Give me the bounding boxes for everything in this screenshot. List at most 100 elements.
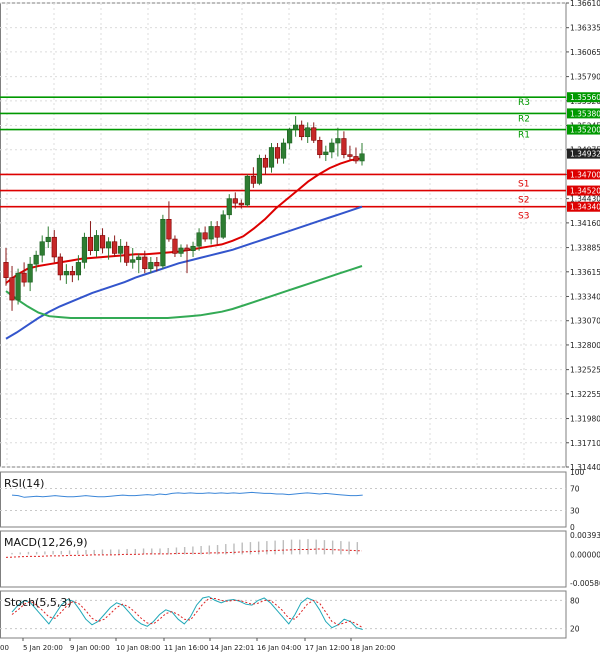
candle-body-28 bbox=[172, 238, 178, 254]
rsi-scale-label-2: 30 bbox=[570, 507, 580, 516]
current-price-label: 1.34932 bbox=[570, 150, 600, 159]
candle-body-45 bbox=[274, 147, 281, 159]
level-tag-label-r2: 1.35380 bbox=[570, 109, 600, 118]
level-tag-s3 bbox=[567, 201, 600, 212]
level-tag-r3 bbox=[567, 92, 600, 103]
x-label-partial: 00 bbox=[0, 644, 9, 652]
level-tag-r2 bbox=[567, 108, 600, 119]
candle-body-24 bbox=[148, 262, 154, 269]
candle-body-44 bbox=[268, 147, 275, 168]
level-tag-label-s1: 1.34700 bbox=[570, 170, 600, 179]
macd-signal-line bbox=[5, 548, 363, 558]
stoch-main-line bbox=[11, 596, 363, 630]
level-name-r2: R2 bbox=[518, 114, 530, 124]
candle-body-26 bbox=[160, 218, 166, 267]
candle-body-41 bbox=[250, 175, 256, 184]
stoch-label: Stoch(5,5,3) bbox=[4, 596, 72, 609]
rsi-line bbox=[11, 491, 363, 498]
moving-average-1 bbox=[5, 205, 363, 340]
candle-body-57 bbox=[347, 154, 353, 157]
stoch-signal-line bbox=[11, 598, 363, 629]
y-tick-label-12: 1.33340 bbox=[570, 292, 600, 301]
level-name-s2: S2 bbox=[518, 196, 529, 206]
candle-body-33 bbox=[202, 232, 208, 240]
candle-body-49 bbox=[299, 124, 305, 138]
candle-body-3 bbox=[21, 272, 27, 283]
candle-body-58 bbox=[353, 156, 359, 162]
candle-body-15 bbox=[93, 235, 100, 252]
candle-body-32 bbox=[196, 232, 202, 247]
candle-body-12 bbox=[75, 262, 82, 276]
y-tick-label-3: 1.35790 bbox=[570, 73, 600, 82]
candle-body-37 bbox=[226, 198, 232, 216]
x-label-2: 10 Jan 08:00 bbox=[116, 644, 160, 652]
y-tick-label-1: 1.36335 bbox=[570, 24, 600, 33]
y-tick-label-15: 1.32525 bbox=[570, 366, 600, 375]
rsi-scale-label-1: 70 bbox=[570, 485, 580, 494]
candle-body-10 bbox=[63, 271, 69, 276]
candle-body-46 bbox=[280, 142, 287, 159]
candle-body-35 bbox=[214, 226, 220, 238]
candle-body-53 bbox=[323, 151, 329, 155]
current-price-tag bbox=[567, 148, 600, 159]
candle-body-22 bbox=[136, 256, 142, 260]
stoch-scale-label-0: 80 bbox=[570, 596, 580, 605]
candle-body-36 bbox=[220, 214, 226, 238]
rsi-scale-label-0: 100 bbox=[570, 468, 585, 477]
candle-body-8 bbox=[51, 236, 57, 258]
candle-body-40 bbox=[244, 175, 250, 206]
candle-body-54 bbox=[329, 142, 335, 153]
x-label-1: 9 Jan 00:00 bbox=[70, 644, 110, 652]
panel-frame-3 bbox=[0, 590, 567, 639]
candle-body-5 bbox=[33, 254, 39, 265]
rsi-label: RSI(14) bbox=[4, 477, 44, 490]
candle-body-11 bbox=[69, 271, 75, 276]
macd-scale-label-2: -0.005803 bbox=[570, 579, 600, 588]
candle-body-25 bbox=[154, 262, 160, 267]
y-tick-label-16: 1.32255 bbox=[570, 390, 600, 399]
moving-average-0 bbox=[5, 157, 363, 284]
candle-body-4 bbox=[27, 263, 33, 283]
candle-body-27 bbox=[166, 218, 172, 240]
candle-body-2 bbox=[15, 272, 21, 301]
y-tick-label-11: 1.33615 bbox=[570, 268, 600, 277]
level-tag-s2 bbox=[567, 185, 600, 196]
candle-body-14 bbox=[87, 236, 94, 252]
stoch-scale-label-1: 20 bbox=[570, 625, 580, 634]
y-tick-label-8: 1.34430 bbox=[570, 195, 600, 204]
macd-scale-label-1: 0.000000 bbox=[570, 550, 600, 559]
level-name-r1: R1 bbox=[518, 131, 530, 141]
candle-body-43 bbox=[262, 157, 269, 168]
candle-body-7 bbox=[45, 236, 51, 243]
y-tick-label-9: 1.34160 bbox=[570, 219, 600, 228]
candle-body-19 bbox=[118, 245, 124, 254]
candle-body-16 bbox=[99, 235, 106, 249]
candle-body-30 bbox=[184, 247, 190, 252]
y-tick-label-10: 1.33885 bbox=[570, 244, 600, 253]
panel-frame-0 bbox=[0, 2, 567, 468]
x-label-0: 5 Jan 20:00 bbox=[23, 644, 63, 652]
level-tag-label-s2: 1.34520 bbox=[570, 187, 600, 196]
candle-body-17 bbox=[105, 241, 112, 249]
rsi-scale-label-3: 0 bbox=[570, 523, 575, 532]
candle-body-38 bbox=[232, 198, 238, 204]
candle-body-42 bbox=[256, 157, 263, 184]
candle-body-50 bbox=[305, 127, 311, 138]
y-tick-label-14: 1.32800 bbox=[570, 341, 600, 350]
candle-body-21 bbox=[130, 259, 136, 263]
candle-body-56 bbox=[341, 138, 347, 155]
candle-body-47 bbox=[286, 129, 293, 144]
candle-body-1 bbox=[9, 277, 15, 301]
candle-body-39 bbox=[238, 202, 244, 206]
y-tick-label-19: 1.31440 bbox=[570, 463, 600, 472]
x-label-4: 14 Jan 22:01 bbox=[210, 644, 254, 652]
x-label-7: 18 Jan 20:00 bbox=[351, 644, 395, 652]
candle-body-31 bbox=[190, 245, 196, 252]
x-label-6: 17 Jan 12:00 bbox=[305, 644, 349, 652]
candle-body-55 bbox=[335, 138, 341, 144]
candle-body-29 bbox=[178, 247, 184, 254]
level-tag-label-r3: 1.35560 bbox=[570, 93, 600, 102]
panel-frame-1 bbox=[0, 471, 567, 528]
level-name-s1: S1 bbox=[518, 179, 529, 189]
